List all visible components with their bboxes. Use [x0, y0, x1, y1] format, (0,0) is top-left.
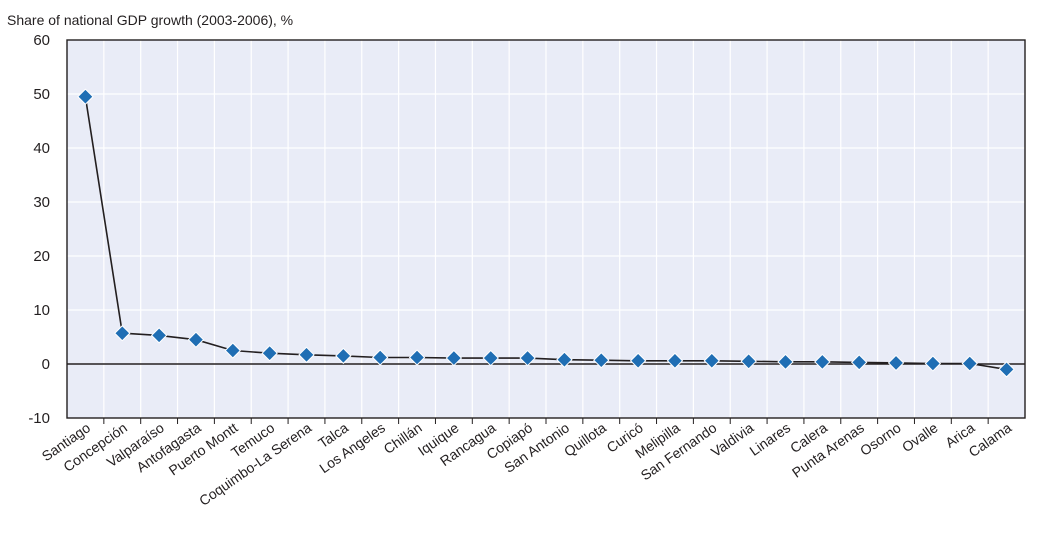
data-point-marker [998, 361, 1015, 378]
y-tick-label: 30 [33, 194, 50, 211]
data-point-marker [298, 346, 315, 364]
y-tick-label: 20 [33, 248, 50, 265]
data-point-marker [445, 349, 463, 367]
gridlines [67, 40, 1025, 418]
data-point-marker [814, 353, 831, 371]
x-tick-label: Valdivia [708, 419, 757, 460]
x-tick-label: Ovalle [899, 419, 941, 455]
chart-title: Share of national GDP growth (2003-2006)… [7, 12, 293, 28]
y-tick-label: 0 [42, 356, 50, 373]
x-tick-label: Linares [746, 419, 793, 458]
y-tick-label: 60 [33, 32, 50, 49]
data-point-marker [482, 349, 499, 367]
data-point-marker [187, 331, 205, 348]
data-point-marker [740, 353, 757, 370]
data-point-marker [77, 88, 94, 105]
x-axis-ticks: SantiagoConcepciónValparaísoAntofagastaP… [39, 418, 1015, 509]
data-point-marker [519, 349, 536, 367]
data-point-marker [629, 352, 647, 369]
data-point-marker [593, 352, 610, 369]
data-point-marker [150, 327, 168, 344]
data-point-marker [887, 354, 905, 372]
data-point-marker [666, 352, 684, 369]
data-point-marker [961, 355, 978, 372]
y-tick-label: 40 [33, 140, 50, 157]
data-point-marker [703, 352, 721, 369]
x-tick-label: Calama [966, 419, 1015, 460]
plot-border [66, 39, 1026, 419]
data-point-marker [261, 344, 278, 362]
data-point-marker [371, 349, 389, 366]
data-point-marker [924, 355, 942, 372]
x-tick-label: Osorno [857, 419, 904, 459]
data-point-marker [777, 353, 794, 371]
x-tick-label: Quillota [561, 419, 609, 459]
y-axis-ticks: -10 0 10 20 30 40 50 60 [28, 32, 50, 427]
data-point-marker [224, 342, 242, 359]
y-tick-label: 10 [33, 302, 50, 319]
data-markers [77, 88, 1015, 378]
data-point-marker [114, 325, 131, 342]
data-point-marker [335, 347, 352, 365]
data-point-marker [556, 351, 573, 368]
y-tick-label: 50 [33, 86, 50, 103]
data-point-marker [408, 349, 426, 366]
y-tick-label: -10 [28, 410, 50, 427]
data-point-marker [850, 354, 868, 371]
